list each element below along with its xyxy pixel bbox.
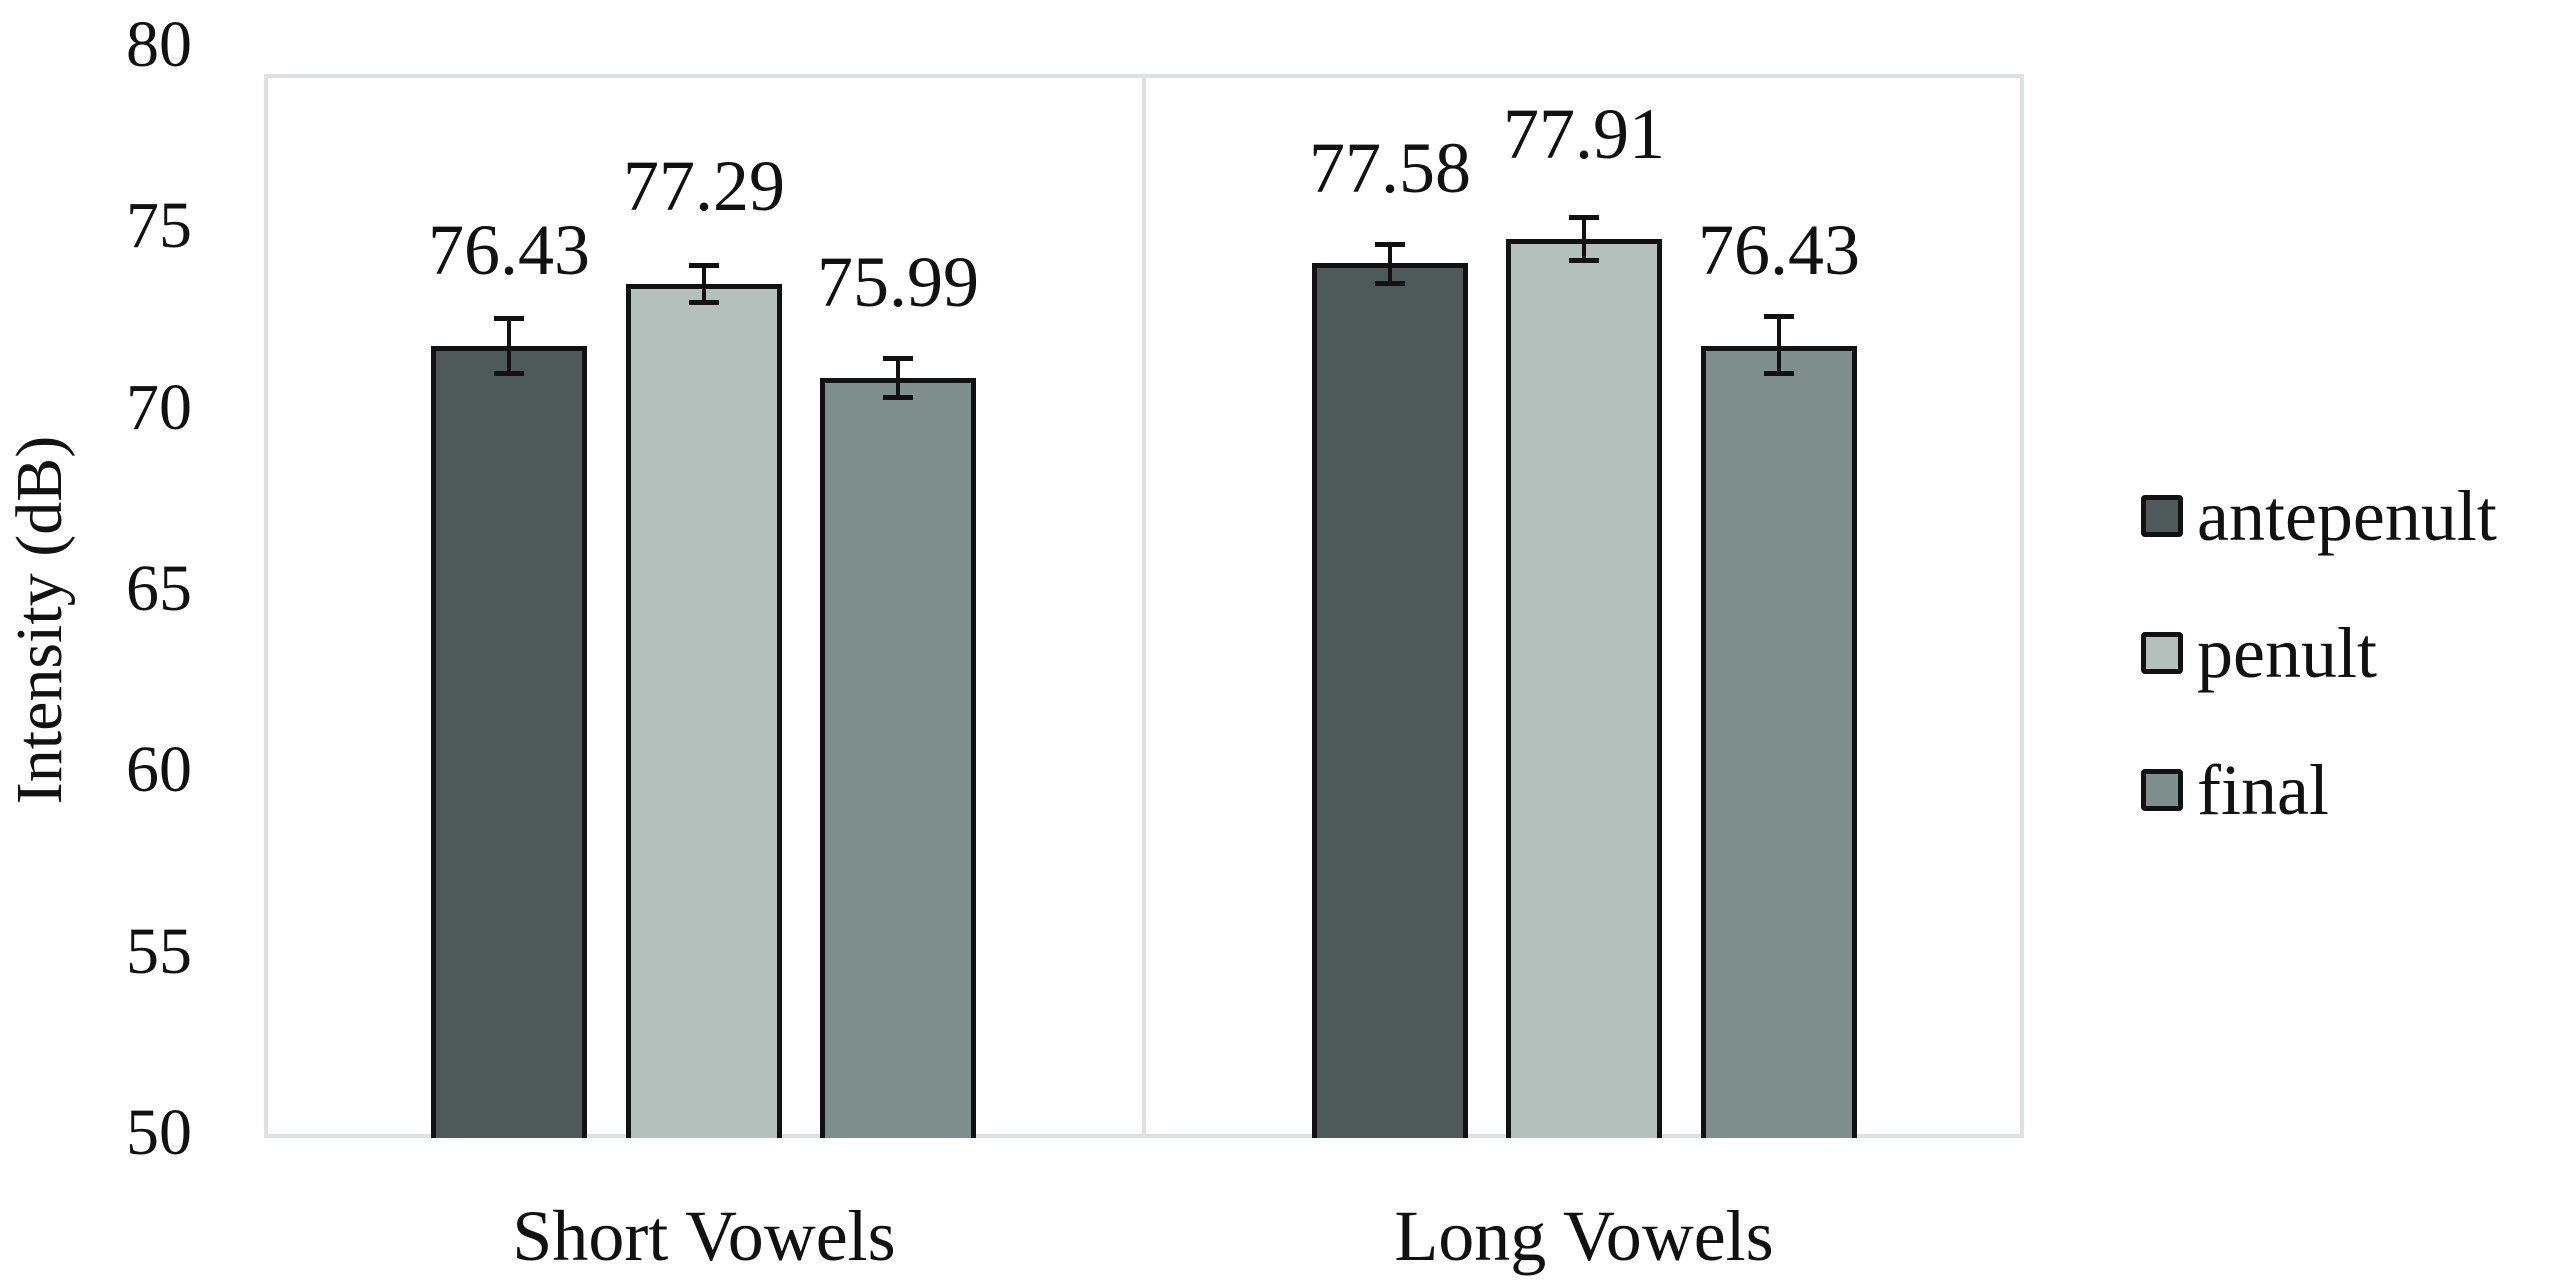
error-cap bbox=[689, 300, 719, 305]
y-tick-50: 50 bbox=[126, 1096, 192, 1169]
y-tick-80: 80 bbox=[126, 8, 192, 81]
error-cap bbox=[1375, 242, 1405, 247]
error-cap bbox=[883, 356, 913, 361]
bar-short-penult bbox=[626, 284, 782, 1138]
legend-label: penult bbox=[2197, 613, 2377, 693]
value-label: 77.91 bbox=[1503, 94, 1665, 174]
legend-swatch bbox=[2141, 632, 2183, 674]
y-tick-60: 60 bbox=[126, 733, 192, 806]
legend-item-antepenult: antepenult bbox=[2141, 480, 2497, 552]
y-tick-75: 75 bbox=[126, 189, 192, 262]
error-bar-long-final bbox=[1777, 316, 1781, 374]
error-cap bbox=[1764, 314, 1794, 319]
y-axis-label: Intensity (dB) bbox=[3, 435, 76, 805]
x-category-short-vowels: Short Vowels bbox=[512, 1196, 896, 1276]
bar-long-antepenult bbox=[1312, 263, 1468, 1138]
legend-swatch bbox=[2141, 769, 2183, 811]
y-tick-65: 65 bbox=[126, 552, 192, 625]
error-cap bbox=[494, 371, 524, 376]
error-bar-short-penult bbox=[702, 265, 706, 303]
bar-long-penult bbox=[1506, 239, 1662, 1138]
error-cap bbox=[883, 395, 913, 400]
legend-label: antepenult bbox=[2197, 476, 2497, 556]
y-tick-70: 70 bbox=[126, 371, 192, 444]
error-bar-long-antepenult bbox=[1388, 244, 1392, 284]
legend-item-final: final bbox=[2141, 754, 2329, 826]
error-cap bbox=[689, 263, 719, 268]
bar-long-final bbox=[1701, 346, 1857, 1138]
legend-item-penult: penult bbox=[2141, 617, 2377, 689]
y-tick-55: 55 bbox=[126, 915, 192, 988]
error-cap bbox=[1569, 258, 1599, 263]
value-label: 75.99 bbox=[817, 242, 979, 322]
error-cap bbox=[494, 316, 524, 321]
error-cap bbox=[1375, 281, 1405, 286]
error-cap bbox=[1764, 371, 1794, 376]
legend-label: final bbox=[2197, 750, 2329, 830]
error-bar-long-penult bbox=[1582, 217, 1586, 261]
error-bar-short-antepenult bbox=[507, 318, 511, 374]
value-label: 77.58 bbox=[1309, 128, 1471, 208]
bar-short-antepenult bbox=[431, 346, 587, 1138]
error-cap bbox=[1569, 215, 1599, 220]
value-label: 77.29 bbox=[623, 146, 785, 226]
bar-short-final bbox=[820, 378, 976, 1138]
error-bar-short-final bbox=[896, 358, 900, 398]
legend-swatch bbox=[2141, 495, 2183, 537]
category-divider bbox=[1142, 74, 1146, 1138]
x-category-long-vowels: Long Vowels bbox=[1394, 1196, 1774, 1276]
value-label: 76.43 bbox=[428, 210, 590, 290]
value-label: 76.43 bbox=[1698, 210, 1860, 290]
